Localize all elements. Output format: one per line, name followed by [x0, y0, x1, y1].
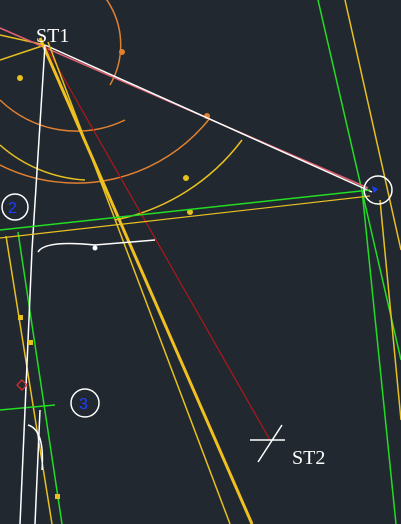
left-boundary [0, 34, 63, 524]
angle-arcs [0, 0, 243, 221]
station-cross [250, 424, 285, 463]
station-label: ST2 [292, 447, 325, 469]
marker-label: 3 [79, 396, 88, 413]
survey-lines [0, 27, 373, 524]
right-boundary [317, 0, 401, 524]
markers [1, 175, 393, 418]
marker-label: 2 [8, 200, 17, 217]
station-label: ST1 [36, 25, 69, 47]
